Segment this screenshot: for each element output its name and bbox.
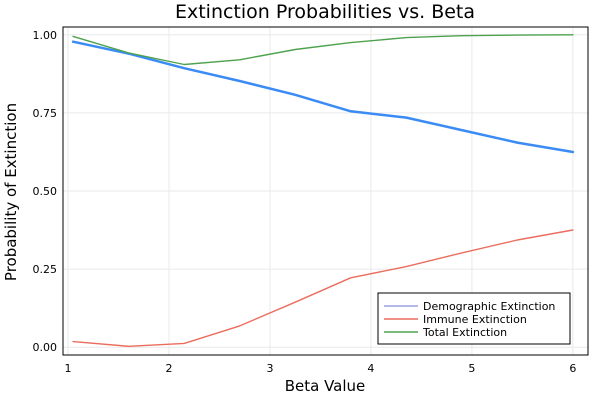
x-tick-label: 1: [65, 362, 72, 375]
series-lines: [71, 34, 575, 347]
legend-label: Immune Extinction: [423, 313, 527, 326]
x-tick-label: 4: [367, 362, 374, 375]
legend-label: Demographic Extinction: [423, 300, 555, 313]
y-tick-label: 0.75: [33, 107, 58, 120]
series-line-1: [71, 40, 575, 154]
y-axis-label: Probability of Extinction: [2, 103, 20, 281]
y-tick-label: 0.25: [33, 263, 58, 276]
chart-title: Extinction Probabilities vs. Beta: [175, 1, 475, 23]
x-tick-labels: 1 2 3 4 5 6: [65, 362, 577, 375]
x-tick-label: 5: [468, 362, 475, 375]
series-line-3: [72, 34, 574, 66]
grid: [63, 27, 588, 355]
x-tick-label: 6: [569, 362, 576, 375]
x-tick-label: 2: [166, 362, 173, 375]
y-tick-label: 1.00: [33, 29, 58, 42]
x-axis-label: Beta Value: [285, 377, 366, 395]
legend-label: Total Extinction: [422, 326, 507, 339]
y-tick-labels: 0.00 0.25 0.50 0.75 1.00: [33, 29, 58, 354]
x-tick-label: 3: [266, 362, 273, 375]
y-tick-label: 0.00: [33, 341, 58, 354]
plot-frame: [62, 26, 589, 356]
y-tick-label: 0.50: [33, 185, 58, 198]
series-line-2: [72, 229, 574, 347]
